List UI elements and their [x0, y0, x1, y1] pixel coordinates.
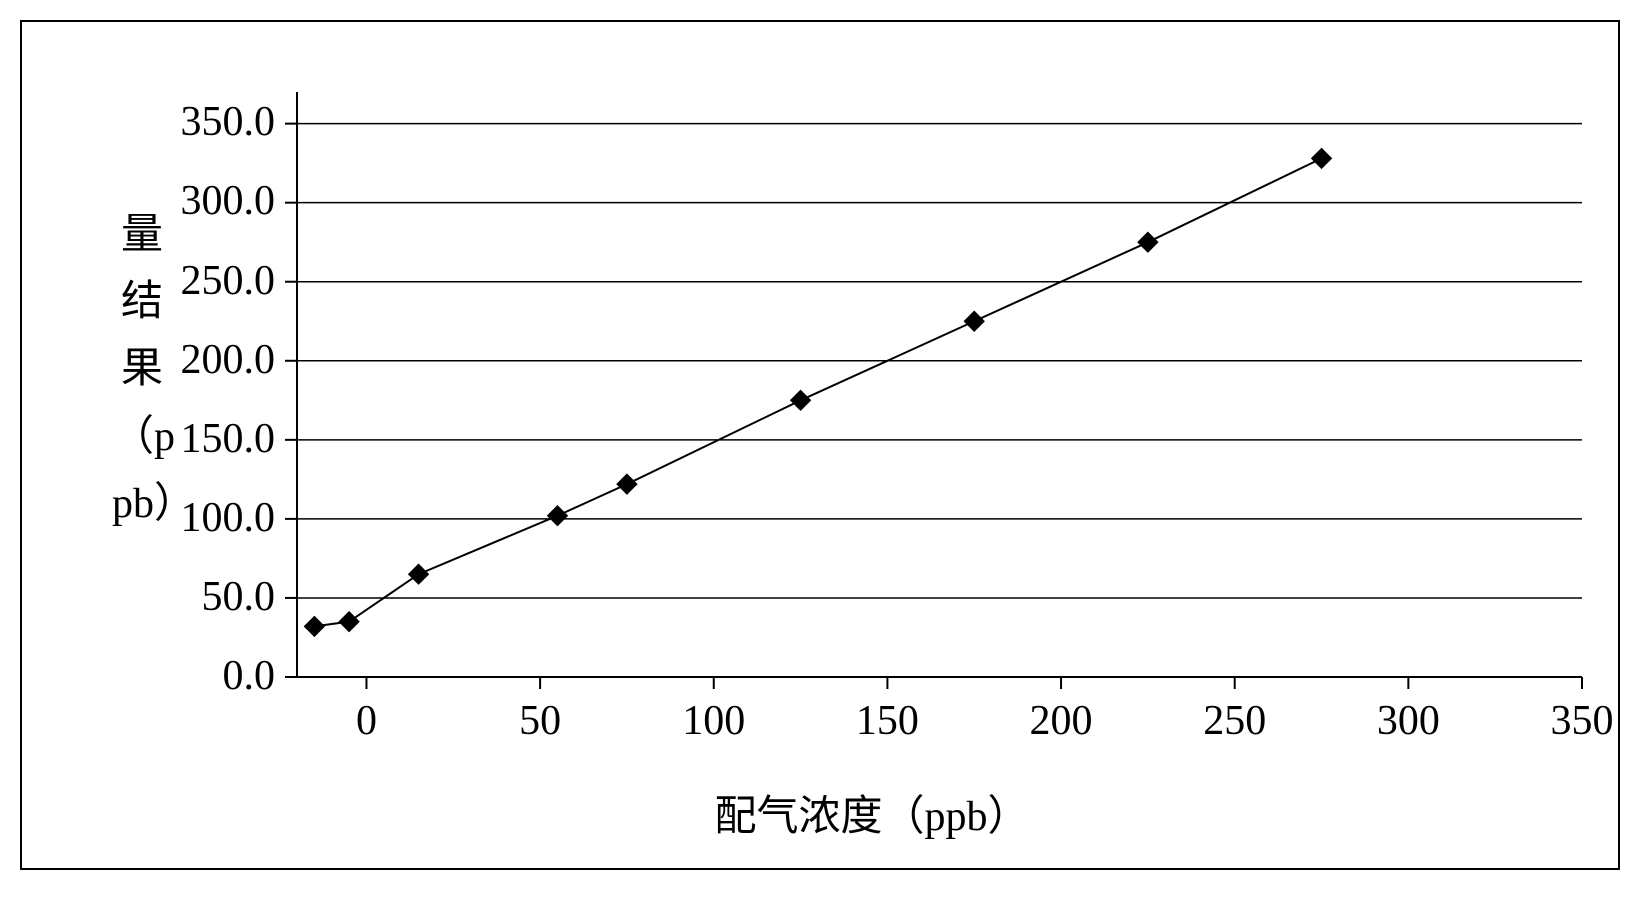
y-axis-label-char: 量 [112, 202, 172, 269]
x-tick-label: 100 [674, 697, 754, 745]
x-axis-label: 配气浓度（ppb） [672, 782, 1072, 843]
y-tick-label: 150.0 [181, 415, 276, 463]
x-tick-label: 350 [1542, 697, 1622, 745]
y-axis-label-char: pb） [112, 471, 172, 538]
x-tick-label: 50 [500, 697, 580, 745]
y-tick-label: 200.0 [181, 336, 276, 384]
chart-outer-frame: 量结果（ppb） 配气浓度（ppb） 0.0 50.0 100.0 150.0 200.… [20, 20, 1620, 870]
y-tick-label: 50.0 [202, 573, 276, 621]
x-tick-label: 200 [1021, 697, 1101, 745]
y-axis-label-char: 果 [112, 336, 172, 403]
y-axis-label: 量结果（ppb） [112, 202, 172, 538]
x-tick-label: 150 [847, 697, 927, 745]
y-tick-label: 300.0 [181, 177, 276, 225]
y-axis-label-char: 结 [112, 269, 172, 336]
y-tick-label: 350.0 [181, 98, 276, 146]
y-tick-label: 0.0 [223, 652, 276, 700]
x-tick-label: 250 [1195, 697, 1275, 745]
y-tick-label: 250.0 [181, 257, 276, 305]
y-axis-label-char: （p [112, 404, 172, 471]
x-tick-label: 300 [1368, 697, 1448, 745]
y-tick-label: 100.0 [181, 494, 276, 542]
chart-container: 量结果（ppb） 配气浓度（ppb） 0.0 50.0 100.0 150.0 200.… [22, 22, 1618, 868]
x-tick-label: 0 [326, 697, 406, 745]
